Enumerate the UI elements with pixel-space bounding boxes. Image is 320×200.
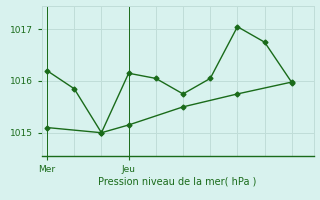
X-axis label: Pression niveau de la mer( hPa ): Pression niveau de la mer( hPa ) xyxy=(99,177,257,187)
